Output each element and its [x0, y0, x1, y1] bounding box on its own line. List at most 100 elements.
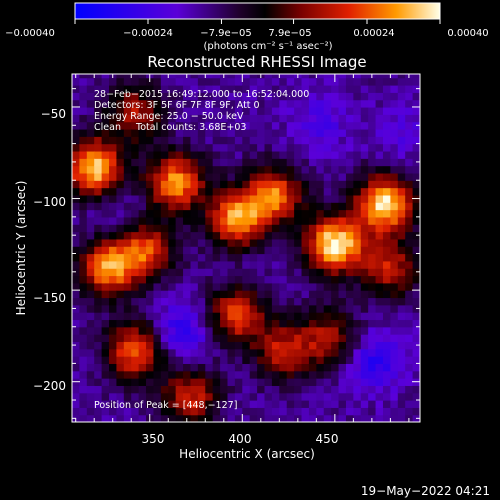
- heatmap-cell: [175, 150, 184, 159]
- heatmap-cell: [375, 312, 384, 321]
- heatmap-cell: [160, 407, 169, 416]
- heatmap-cell: [153, 312, 162, 321]
- heatmap-cell: [345, 158, 354, 167]
- heatmap-cell: [197, 143, 206, 152]
- heatmap-cell: [168, 172, 177, 181]
- heatmap-cell: [264, 74, 273, 79]
- heatmap-cell: [345, 370, 354, 379]
- heatmap-cell: [405, 370, 414, 379]
- heatmap-cell: [308, 282, 317, 291]
- heatmap-cell: [175, 312, 184, 321]
- heatmap-cell: [323, 385, 332, 394]
- heatmap-cell: [390, 400, 399, 408]
- heatmap-cell: [220, 268, 229, 277]
- heatmap-cell: [271, 363, 280, 372]
- heatmap-cell: [227, 238, 236, 247]
- heatmap-cell: [271, 246, 280, 255]
- annotation-energy-range: Energy Range: 25.0 − 50.0 keV: [94, 111, 244, 122]
- heatmap-cell: [168, 74, 177, 79]
- heatmap-cell: [308, 268, 317, 277]
- heatmap-cell: [138, 238, 147, 247]
- heatmap-cell: [234, 385, 243, 394]
- heatmap-cell: [264, 77, 273, 86]
- heatmap-cell: [242, 275, 251, 284]
- heatmap-cell: [286, 209, 295, 218]
- heatmap-cell: [160, 224, 169, 233]
- heatmap-cell: [138, 158, 147, 167]
- heatmap-cell: [368, 172, 377, 181]
- heatmap-cell: [368, 407, 377, 416]
- heatmap-cell: [205, 136, 214, 145]
- heatmap-cell: [94, 121, 103, 130]
- heatmap-cell: [153, 356, 162, 364]
- heatmap-cell: [353, 165, 362, 174]
- heatmap-cell: [271, 165, 280, 174]
- heatmap-cell: [220, 392, 229, 401]
- heatmap-cell: [294, 180, 303, 189]
- heatmap-cell: [205, 150, 214, 159]
- heatmap-cell: [294, 238, 303, 247]
- heatmap-cell: [212, 341, 221, 350]
- y-tick-label-minus-50: −50: [41, 107, 66, 121]
- heatmap-cell: [360, 92, 369, 101]
- heatmap-cell: [264, 400, 273, 408]
- heatmap-cell: [123, 202, 132, 211]
- heatmap-cell: [234, 304, 243, 313]
- heatmap-cell: [286, 275, 295, 284]
- heatmap-cell: [397, 260, 406, 269]
- heatmap-cell: [375, 334, 384, 343]
- heatmap-cell: [197, 290, 206, 299]
- heatmap-cell: [316, 158, 325, 167]
- heatmap-cell: [405, 187, 414, 196]
- heatmap-cell: [382, 392, 391, 401]
- heatmap-cell: [345, 414, 354, 422]
- heatmap-cell: [138, 356, 147, 364]
- heatmap-cell: [212, 312, 221, 321]
- heatmap-cell: [390, 260, 399, 269]
- heatmap-cell: [153, 143, 162, 152]
- heatmap-cell: [353, 268, 362, 277]
- heatmap-cell: [375, 106, 384, 115]
- heatmap-cell: [146, 209, 155, 218]
- heatmap-cell: [220, 92, 229, 101]
- heatmap-cell: [153, 253, 162, 262]
- heatmap-cell: [286, 216, 295, 225]
- heatmap-cell: [264, 209, 273, 218]
- heatmap-cell: [183, 356, 192, 364]
- heatmap-cell: [331, 136, 340, 145]
- heatmap-cell: [382, 297, 391, 306]
- heatmap-cell: [264, 260, 273, 269]
- heatmap-cell: [160, 260, 169, 269]
- heatmap-cell: [257, 231, 266, 240]
- heatmap-cell: [94, 334, 103, 343]
- heatmap-cell: [101, 84, 110, 93]
- heatmap-cell: [234, 180, 243, 189]
- heatmap-cell: [242, 304, 251, 313]
- heatmap-cell: [286, 77, 295, 86]
- heatmap-cell: [116, 74, 125, 79]
- heatmap-cell: [153, 92, 162, 101]
- heatmap-cell: [116, 84, 125, 93]
- heatmap-cell: [86, 99, 95, 108]
- heatmap-cell: [220, 99, 229, 108]
- heatmap-cell: [345, 400, 354, 408]
- heatmap-cell: [390, 275, 399, 284]
- heatmap-cell: [197, 348, 206, 357]
- heatmap-cell: [338, 312, 347, 321]
- heatmap-cell: [382, 128, 391, 137]
- heatmap-cell: [316, 136, 325, 145]
- heatmap-cell: [109, 378, 118, 386]
- heatmap-cell: [138, 136, 147, 145]
- heatmap-cell: [338, 209, 347, 218]
- heatmap-cell: [257, 356, 266, 364]
- heatmap-cell: [146, 106, 155, 115]
- heatmap-cell: [183, 121, 192, 130]
- heatmap-cell: [212, 209, 221, 218]
- heatmap-cell: [279, 224, 288, 233]
- heatmap-cell: [375, 238, 384, 247]
- heatmap-cell: [323, 400, 332, 408]
- heatmap-cell: [353, 334, 362, 343]
- heatmap-cell: [79, 150, 88, 159]
- heatmap-cell: [190, 312, 199, 321]
- heatmap-cell: [257, 348, 266, 357]
